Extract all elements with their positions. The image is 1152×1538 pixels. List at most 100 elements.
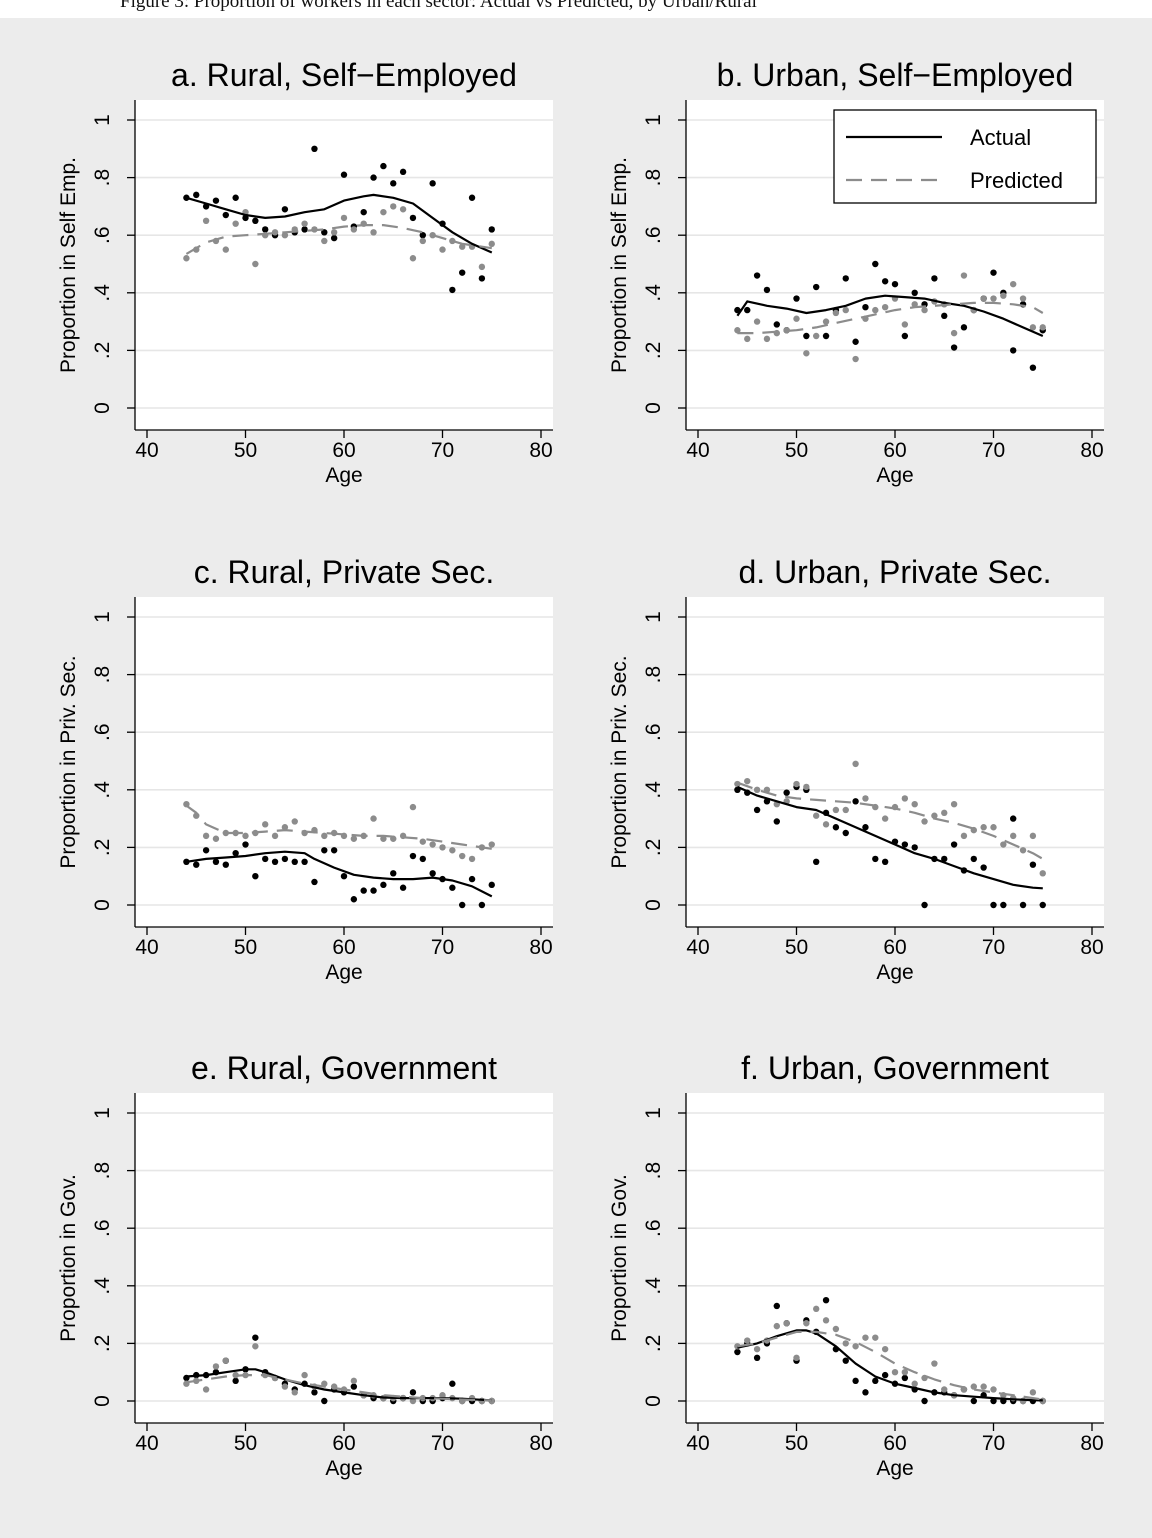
x-tick-label: 70 xyxy=(982,1432,1005,1455)
predicted-point xyxy=(1029,324,1037,331)
legend: Actual Predicted xyxy=(833,109,1097,204)
y-tick-label: .8 xyxy=(91,666,114,684)
y-tick-label: .2 xyxy=(91,342,114,360)
y-tick-label: .6 xyxy=(91,1219,114,1237)
actual-point xyxy=(419,232,426,239)
actual-point xyxy=(970,855,977,863)
predicted-point xyxy=(744,1337,751,1344)
predicted-point xyxy=(202,1386,210,1393)
actual-point xyxy=(291,858,298,865)
plot-area xyxy=(135,1093,553,1423)
predicted-point xyxy=(380,835,387,842)
actual-point xyxy=(449,1380,456,1387)
predicted-point xyxy=(842,806,849,814)
predicted-point xyxy=(281,232,289,239)
x-tick-label: 60 xyxy=(332,439,355,462)
predicted-point xyxy=(960,272,968,279)
predicted-point xyxy=(832,806,840,814)
actual-point xyxy=(990,901,997,909)
predicted-point xyxy=(950,801,958,808)
actual-point xyxy=(773,818,780,825)
actual-point xyxy=(941,312,948,320)
predicted-point xyxy=(1010,832,1017,840)
predicted-point xyxy=(350,835,358,842)
actual-point xyxy=(360,208,367,216)
actual-point xyxy=(813,283,820,291)
predicted-point xyxy=(832,309,840,317)
predicted-point xyxy=(409,1397,417,1405)
predicted-point xyxy=(222,246,229,253)
actual-point xyxy=(350,1383,358,1390)
actual-point xyxy=(193,861,200,868)
predicted-point xyxy=(753,318,761,325)
actual-point xyxy=(212,197,220,204)
predicted-point xyxy=(1010,280,1017,288)
predicted-point xyxy=(813,1305,820,1313)
predicted-point xyxy=(212,835,220,842)
predicted-point xyxy=(350,1377,358,1385)
y-tick-label: 1 xyxy=(642,1107,665,1119)
predicted-point xyxy=(793,780,800,788)
predicted-point xyxy=(753,1345,761,1353)
actual-point xyxy=(842,275,849,282)
actual-point xyxy=(360,887,367,894)
y-tick-label: .8 xyxy=(642,1162,665,1180)
actual-point xyxy=(773,321,780,328)
predicted-point xyxy=(380,208,387,216)
actual-point xyxy=(252,873,259,880)
actual-point xyxy=(813,858,820,865)
predicted-point xyxy=(822,318,830,325)
y-tick-label: 0 xyxy=(642,1395,665,1407)
actual-point xyxy=(429,180,436,187)
predicted-point xyxy=(488,841,495,848)
actual-point xyxy=(773,1302,780,1310)
x-tick-label: 80 xyxy=(1080,1432,1103,1455)
actual-point xyxy=(311,878,318,886)
predicted-point xyxy=(291,1389,298,1396)
y-axis-title: Proportion in Self Emp. xyxy=(608,157,631,373)
predicted-point xyxy=(252,260,259,268)
legend-box xyxy=(833,109,1097,204)
y-tick-label: 1 xyxy=(642,114,665,126)
x-tick-label: 70 xyxy=(431,1432,454,1455)
actual-point xyxy=(970,1397,977,1405)
actual-point xyxy=(842,1357,849,1364)
predicted-point xyxy=(773,1322,780,1330)
actual-point xyxy=(950,841,958,848)
predicted-point xyxy=(488,240,495,248)
panel-title: c. Rural, Private Sec. xyxy=(194,554,495,590)
actual-point xyxy=(744,306,751,314)
predicted-point xyxy=(793,315,800,322)
actual-point xyxy=(399,884,407,891)
y-axis-title: Proportion in Gov. xyxy=(57,1174,80,1342)
predicted-point xyxy=(429,841,436,848)
actual-point xyxy=(478,275,486,282)
predicted-point xyxy=(281,824,289,831)
x-tick-label: 40 xyxy=(135,439,158,462)
x-tick-label: 40 xyxy=(135,1432,158,1455)
x-tick-label: 80 xyxy=(1080,936,1103,959)
actual-point xyxy=(881,1371,889,1379)
predicted-point xyxy=(449,847,456,854)
predicted-point xyxy=(321,237,328,245)
plot-area xyxy=(686,597,1104,927)
actual-point xyxy=(488,881,495,889)
actual-point xyxy=(449,884,456,891)
y-tick-label: .4 xyxy=(91,781,114,799)
predicted-point xyxy=(1019,847,1027,854)
predicted-point xyxy=(862,1334,869,1341)
y-tick-label: 1 xyxy=(91,1107,114,1119)
predicted-point xyxy=(252,1343,259,1350)
x-axis-title: Age xyxy=(876,464,913,487)
actual-point xyxy=(901,1374,909,1382)
y-tick-label: 1 xyxy=(91,611,114,623)
predicted-point xyxy=(793,1354,800,1362)
predicted-point xyxy=(921,306,928,314)
actual-point xyxy=(852,798,859,805)
actual-point xyxy=(852,1377,859,1385)
x-tick-label: 70 xyxy=(431,936,454,959)
actual-point xyxy=(350,896,358,903)
actual-point xyxy=(370,887,377,894)
predicted-point xyxy=(399,206,407,213)
actual-fit-line xyxy=(737,1329,1043,1402)
